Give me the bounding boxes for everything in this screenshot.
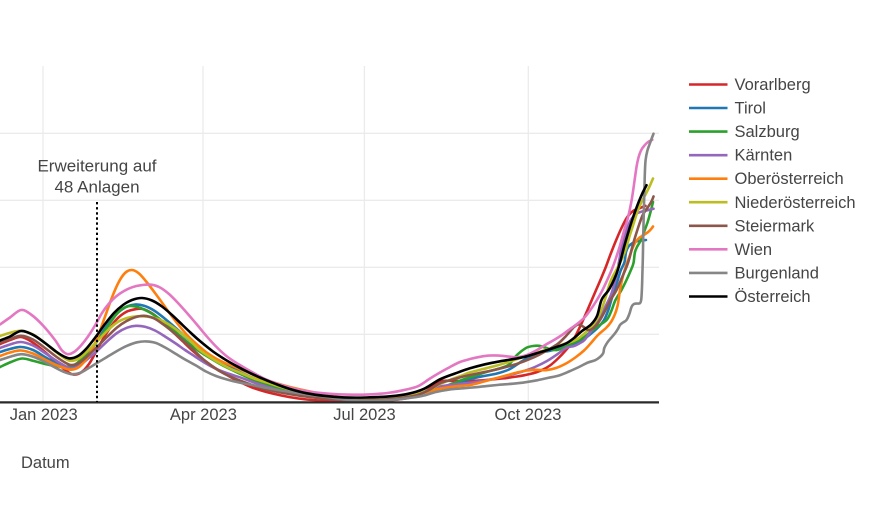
svg-text:Österreich: Österreich [735, 288, 811, 306]
svg-text:Wien: Wien [735, 241, 773, 259]
svg-text:Steiermark: Steiermark [735, 217, 816, 235]
svg-text:Niederösterreich: Niederösterreich [735, 194, 856, 212]
svg-text:Jan 2023: Jan 2023 [10, 406, 78, 424]
svg-text:Vorarlberg: Vorarlberg [735, 76, 811, 94]
svg-text:48 Anlagen: 48 Anlagen [54, 178, 139, 197]
svg-text:Oct 2023: Oct 2023 [495, 406, 562, 424]
svg-text:Oberösterreich: Oberösterreich [735, 170, 844, 188]
svg-text:Jul 2023: Jul 2023 [333, 406, 395, 424]
svg-text:Burgenland: Burgenland [735, 264, 819, 282]
svg-text:Datum: Datum [21, 454, 70, 472]
svg-text:Tirol: Tirol [735, 100, 766, 118]
svg-text:Apr 2023: Apr 2023 [170, 406, 237, 424]
svg-text:Kärnten: Kärnten [735, 147, 793, 165]
svg-text:Erweiterung auf: Erweiterung auf [37, 157, 156, 176]
svg-text:Salzburg: Salzburg [735, 123, 800, 141]
